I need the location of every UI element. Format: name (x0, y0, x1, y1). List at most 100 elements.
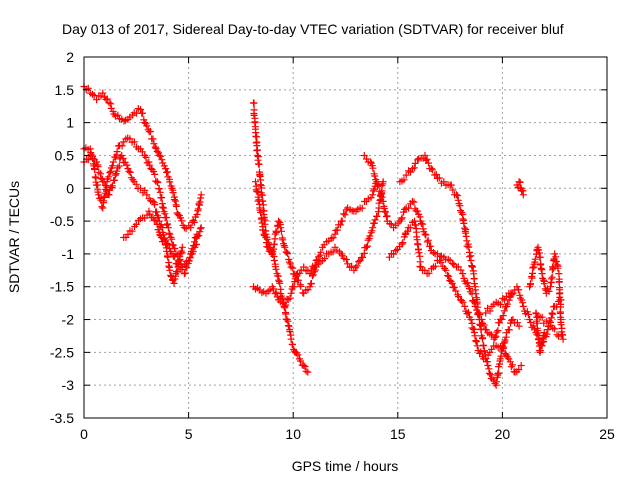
data-point (166, 178, 174, 186)
data-point (126, 168, 134, 176)
data-point (287, 335, 295, 343)
data-point (304, 368, 312, 376)
data-point (515, 322, 523, 330)
data-point (500, 307, 508, 315)
axis-ticks: 0 5 10 15 20 25 2 1.5 1 0.5 0 -0.5 -1 -1.5 -2 -2.5 -3 -3.… (50, 49, 615, 442)
data-point (145, 161, 153, 169)
data-point (108, 182, 116, 190)
data-point (307, 280, 315, 287)
data-point (358, 204, 366, 212)
data-point (151, 143, 159, 151)
y-tick-label: 1.5 (55, 82, 75, 98)
data-point (525, 311, 532, 318)
data-point (402, 171, 410, 179)
x-tick-label: 20 (495, 426, 511, 442)
data-point (142, 153, 150, 161)
data-point (508, 361, 516, 369)
data-point (535, 246, 543, 254)
data-point (158, 194, 166, 201)
data-point (310, 268, 318, 276)
data-point (282, 301, 290, 309)
data-point (429, 166, 436, 174)
data-point (494, 327, 502, 335)
data-point (466, 253, 474, 261)
data-point (552, 257, 560, 265)
data-point (101, 192, 108, 200)
data-point (417, 220, 425, 227)
data-point (300, 362, 308, 369)
data-point (159, 203, 166, 211)
plot-frame (83, 56, 608, 419)
data-point (157, 152, 165, 160)
data-point (153, 208, 160, 216)
data-point (296, 269, 304, 277)
data-point (497, 301, 504, 309)
data-point (423, 155, 431, 163)
data-point (498, 315, 506, 323)
data-point (113, 167, 121, 175)
data-point (548, 273, 556, 281)
data-point (160, 235, 168, 243)
data-point (534, 329, 542, 337)
data-point (411, 159, 419, 167)
data-point (197, 224, 205, 232)
data-point (193, 230, 201, 238)
data-point (425, 159, 432, 167)
data-point (175, 261, 183, 269)
data-point (143, 191, 151, 199)
data-point (373, 212, 381, 220)
data-point (97, 174, 105, 182)
data-point (555, 332, 563, 340)
data-point (379, 178, 387, 186)
data-point (536, 253, 544, 261)
data-point (485, 369, 493, 377)
data-point (392, 247, 400, 255)
data-point (191, 238, 198, 246)
data-point (442, 266, 450, 274)
data-point (98, 203, 106, 211)
data-point (540, 329, 548, 337)
data-point (460, 219, 468, 227)
data-point (509, 316, 517, 323)
data-point (315, 253, 323, 261)
data-point (93, 96, 101, 104)
data-point (461, 224, 469, 232)
data-point (465, 243, 473, 251)
data-point (459, 215, 467, 223)
data-point (498, 342, 506, 350)
data-point (283, 248, 291, 256)
data-point (534, 335, 542, 343)
data-point (151, 170, 159, 178)
data-point (554, 264, 562, 272)
data-point (281, 302, 289, 310)
data-point (431, 262, 439, 270)
data-point (454, 196, 462, 204)
data-point (424, 236, 432, 244)
data-point (519, 191, 527, 199)
data-point (102, 182, 110, 189)
data-point (410, 164, 418, 172)
data-point (114, 111, 122, 119)
data-point (369, 191, 377, 199)
x-tick-label: 10 (285, 426, 301, 442)
data-point (398, 214, 406, 222)
data-point (553, 331, 561, 339)
data-point (166, 230, 174, 238)
y-tick-label: 2 (66, 49, 74, 65)
data-point (109, 158, 117, 166)
data-point (540, 276, 548, 284)
data-point (405, 204, 413, 212)
data-point (99, 89, 107, 97)
data-point (105, 173, 113, 181)
data-point (479, 334, 487, 342)
data-point (385, 253, 393, 261)
data-point (163, 169, 171, 176)
data-point (107, 167, 115, 175)
data-point (115, 162, 123, 170)
data-point (461, 302, 469, 310)
data-point (363, 242, 371, 250)
data-point (188, 245, 196, 253)
y-tick-label: -1.5 (50, 279, 74, 295)
data-point (491, 333, 499, 341)
